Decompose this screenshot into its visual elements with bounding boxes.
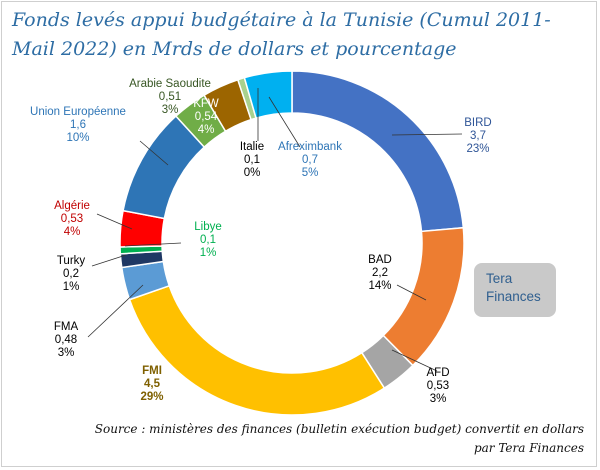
label-pct-union-europeenne: 10%: [66, 132, 89, 144]
leader-line-turky: [91, 254, 127, 267]
label-value-algerie: 0,53: [61, 213, 83, 225]
leader-line-union-europeenne: [139, 140, 169, 166]
leader-line-afd: [391, 349, 438, 372]
data-label-libye: Libye 0,1 1%: [194, 221, 222, 259]
label-pct-kfw: 4%: [198, 124, 215, 136]
leader-line-libye: [124, 242, 182, 247]
chart-title-line-2: Mail 2022) en Mrds de dollars et pourcen…: [12, 38, 457, 60]
label-pct-afd: 3%: [430, 393, 447, 405]
data-label-algerie: Algérie 0,53 4%: [54, 200, 90, 238]
label-pct-algerie: 4%: [64, 226, 81, 238]
data-label-fmi: FMI 4,5 29%: [140, 365, 163, 403]
label-name-afreximbank: Afreximbank: [278, 141, 342, 153]
brand-line-1: Tera: [486, 271, 513, 286]
label-pct-arabie-saoudite: 3%: [162, 104, 179, 116]
label-name-kfw: KFW: [193, 98, 219, 110]
label-name-libye: Libye: [194, 221, 222, 233]
data-label-afreximbank: Afreximbank 0,7 5%: [278, 141, 342, 179]
source-line-1: Source : ministères des finances (bullet…: [94, 422, 584, 436]
data-label-fma: FMA 0,48 3%: [54, 321, 79, 359]
leader-line-algerie: [96, 213, 133, 230]
data-label-arabie-saoudite: Arabie Saoudite 0,51 3%: [129, 78, 211, 116]
leader-line-afreximbank: [268, 96, 301, 148]
label-pct-fmi: 29%: [140, 391, 163, 403]
label-pct-bird: 23%: [466, 143, 489, 155]
label-pct-bad: 14%: [368, 280, 391, 292]
tera-finances-badge: Tera Finances: [474, 263, 556, 317]
label-name-fma: FMA: [54, 321, 79, 333]
label-name-bad: BAD: [368, 254, 392, 266]
label-pct-fma: 3%: [58, 347, 75, 359]
slice-fmi: [128, 284, 386, 416]
label-name-afd: AFD: [427, 367, 450, 379]
label-pct-turky: 1%: [63, 281, 80, 293]
label-value-fma: 0,48: [55, 334, 77, 346]
slice-afreximbank: [243, 70, 293, 120]
label-value-turky: 0,2: [63, 268, 79, 280]
data-label-kfw: KFW 0,54 4%: [193, 98, 219, 136]
label-name-fmi: FMI: [142, 365, 162, 377]
brand-line-2: Finances: [486, 289, 541, 304]
label-value-kfw: 0,54: [195, 111, 218, 123]
slice-bad: [382, 226, 465, 367]
label-name-arabie-saoudite: Arabie Saoudite: [129, 78, 211, 90]
label-value-afreximbank: 0,7: [302, 154, 318, 166]
label-pct-libye: 1%: [200, 247, 217, 259]
data-label-italie: Italie 0,1 0%: [240, 141, 264, 179]
label-value-afd: 0,53: [427, 380, 449, 392]
label-value-libye: 0,1: [200, 234, 216, 246]
chart-title: Fonds levés appui budgétaire à la Tunisi…: [12, 6, 592, 64]
label-pct-italie: 0%: [244, 167, 261, 179]
label-value-fmi: 4,5: [144, 378, 161, 390]
label-value-union-europeenne: 1,6: [70, 119, 86, 131]
leader-line-bird: [391, 133, 463, 136]
label-pct-afreximbank: 5%: [302, 167, 319, 179]
data-label-afd: AFD 0,53 3%: [427, 367, 450, 405]
label-value-bad: 2,2: [372, 267, 388, 279]
label-name-algerie: Algérie: [54, 200, 90, 212]
leader-line-bad: [396, 284, 427, 301]
source-note: Source : ministères des finances (bullet…: [95, 420, 584, 458]
data-label-union-europeenne: Union Européenne 1,6 10%: [30, 106, 126, 144]
label-value-bird: 3,7: [470, 130, 486, 142]
leader-line-fma: [87, 284, 144, 338]
chart-title-line-1: Fonds levés appui budgétaire à la Tunisi…: [12, 9, 551, 31]
data-label-bird: BIRD 3,7 23%: [464, 117, 491, 155]
label-name-bird: BIRD: [464, 117, 491, 129]
data-label-turky: Turky 0,2 1%: [57, 255, 86, 293]
label-name-turky: Turky: [57, 255, 86, 267]
label-name-italie: Italie: [240, 141, 264, 153]
source-line-2: par Tera Finances: [473, 441, 584, 455]
label-name-union-europeenne: Union Européenne: [30, 106, 126, 118]
label-value-italie: 0,1: [244, 154, 260, 166]
label-value-arabie-saoudite: 0,51: [159, 91, 181, 103]
data-label-bad: BAD 2,2 14%: [368, 254, 392, 292]
